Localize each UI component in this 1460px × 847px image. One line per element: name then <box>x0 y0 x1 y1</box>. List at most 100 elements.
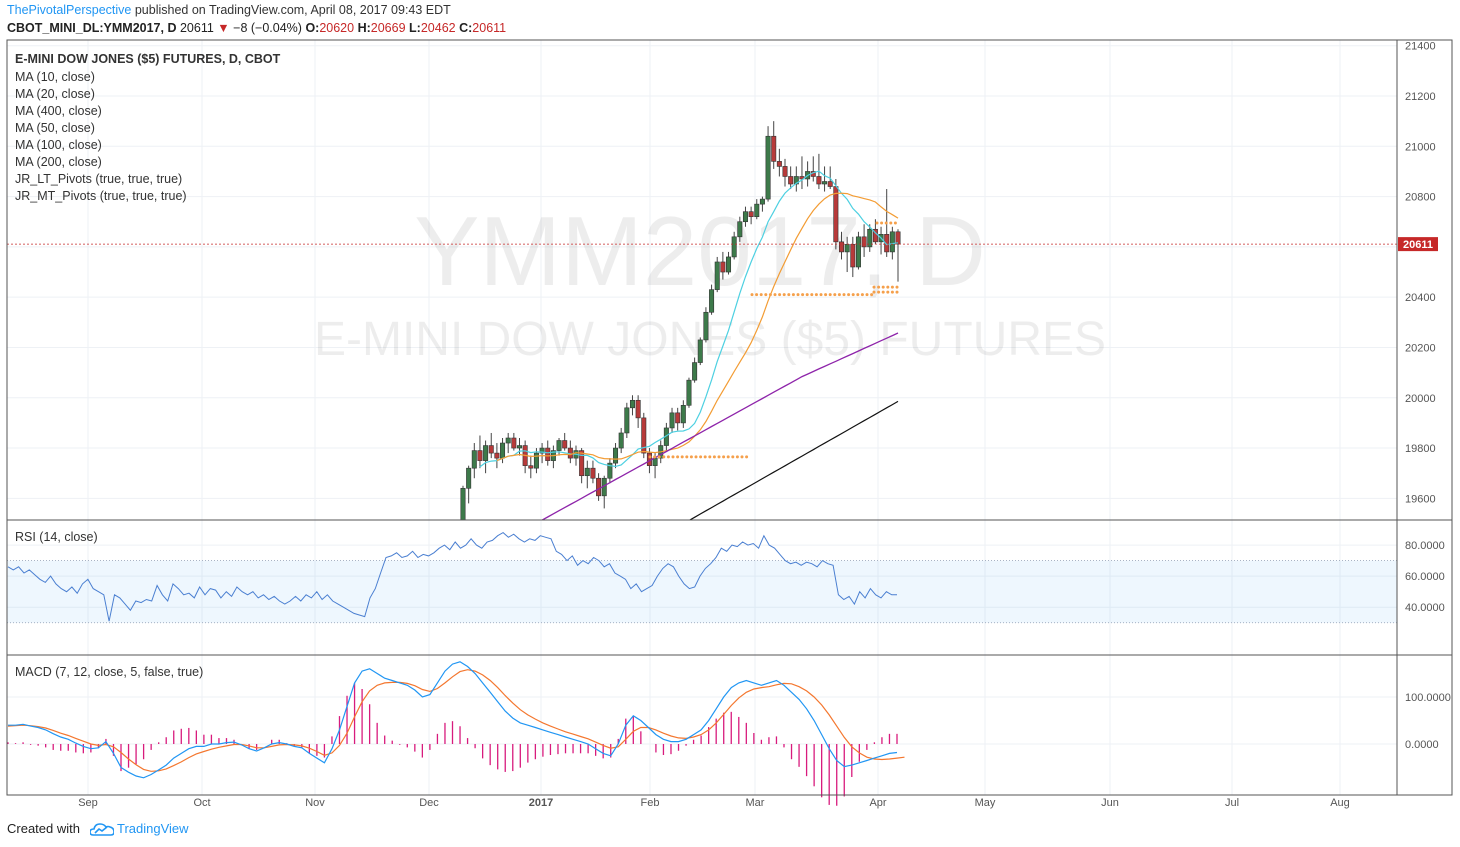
pivot-dot <box>735 455 739 459</box>
pivot-dot <box>889 221 893 225</box>
candle-body <box>488 445 494 454</box>
ma-10-line <box>479 170 899 468</box>
candle-body <box>731 236 737 258</box>
x-tick-label: Sep <box>78 797 98 809</box>
indicator-label-4[interactable]: MA (100, close) <box>15 138 102 152</box>
close-value: 20611 <box>472 21 507 35</box>
pivot-dot <box>740 455 744 459</box>
high-value: 20669 <box>370 21 406 35</box>
pivot-dot <box>782 293 786 297</box>
candle-body <box>483 445 489 461</box>
candle-body <box>771 135 777 162</box>
pivot-dot <box>886 285 890 289</box>
pivot-dot <box>717 455 721 459</box>
indicator-label-7[interactable]: JR_MT_Pivots (true, true, true) <box>15 189 187 203</box>
candle-body <box>477 450 483 461</box>
candle-body <box>720 261 726 273</box>
candle-body <box>629 399 635 409</box>
indicator-label-0[interactable]: MA (10, close) <box>15 70 95 84</box>
tradingview-brand-link[interactable]: TradingView <box>117 821 189 836</box>
rsi-line <box>7 531 897 622</box>
pivot-dot <box>666 455 670 459</box>
x-tick-label: 2017 <box>529 797 553 809</box>
indicator-label-1[interactable]: MA (20, close) <box>15 87 95 101</box>
candle-body <box>726 256 732 273</box>
rsi-tick-label: 40.0000 <box>1405 602 1445 614</box>
price-tick-label: 19600 <box>1405 493 1436 505</box>
candle-body <box>584 467 590 477</box>
x-tick-label: May <box>975 797 996 809</box>
x-tick-label: Apr <box>869 797 886 809</box>
pivot-dot <box>801 293 805 297</box>
x-tick-label: Jun <box>1101 797 1119 809</box>
candle-body <box>686 379 692 406</box>
symbol-name: CBOT_MINI_DL:YMM2017, D <box>7 21 177 35</box>
candle-body <box>500 442 506 459</box>
pivot-dot <box>791 293 795 297</box>
indicator-label-6[interactable]: JR_LT_Pivots (true, true, true) <box>15 172 183 186</box>
pivot-dot <box>722 455 726 459</box>
candle-body <box>624 407 630 434</box>
pivot-dot <box>703 455 707 459</box>
candle-body <box>850 244 856 268</box>
candle-body <box>816 176 822 185</box>
low-value: 20462 <box>420 21 456 35</box>
symbol-info: CBOT_MINI_DL:YMM2017, D 20611 ▼ −8 (−0.0… <box>7 21 506 35</box>
pivot-dot <box>759 293 763 297</box>
macd-signal-line <box>7 669 905 772</box>
watermark-symbol: YMM2017, D <box>414 196 986 306</box>
pivot-dot <box>865 293 869 297</box>
candle-body <box>528 465 534 469</box>
down-arrow-icon: ▼ <box>217 21 230 35</box>
candle-body <box>759 198 765 205</box>
candle-body <box>889 231 895 253</box>
candle-body <box>539 447 545 454</box>
candle-body <box>556 440 562 451</box>
pivot-dot <box>877 285 881 289</box>
pivot-dot <box>842 293 846 297</box>
last-price: 20611 <box>179 21 214 35</box>
rsi-tick-label: 60.0000 <box>1405 571 1445 583</box>
macd-tick-label: 100.0000 <box>1405 692 1451 704</box>
open-value: 20620 <box>319 21 355 35</box>
pivot-dot <box>768 293 772 297</box>
x-tick-label: Dec <box>419 797 439 809</box>
pivot-dot <box>819 293 823 297</box>
pivot-dot <box>884 221 888 225</box>
ma-200-line <box>688 400 899 520</box>
indicator-label-3[interactable]: MA (50, close) <box>15 121 95 135</box>
candle-body <box>562 440 568 449</box>
x-tick-label: Oct <box>193 797 210 809</box>
pivot-dot <box>814 293 818 297</box>
pivot-dot <box>870 293 874 297</box>
pivot-dot <box>860 293 864 297</box>
pivot-dot <box>810 293 814 297</box>
candle-body <box>533 452 539 469</box>
price-tick-label: 20800 <box>1405 192 1436 204</box>
pivot-dot <box>708 455 712 459</box>
candle-body <box>460 487 466 520</box>
candle-body <box>748 211 754 218</box>
ma-50-line <box>540 332 899 520</box>
candle-body <box>737 221 743 238</box>
pivot-dot <box>750 293 754 297</box>
candle-body <box>895 231 901 245</box>
candle-body <box>782 166 788 177</box>
pivot-dot <box>895 285 899 289</box>
footer: Created with TradingView <box>7 821 189 839</box>
indicator-label-2[interactable]: MA (400, close) <box>15 104 102 118</box>
tradingview-logo-icon[interactable] <box>88 822 115 839</box>
candle-body <box>590 467 596 479</box>
pivot-dot <box>773 293 777 297</box>
pivot-dot <box>796 293 800 297</box>
author-link[interactable]: ThePivotalPerspective <box>7 3 132 17</box>
high-label: H: <box>357 21 371 35</box>
candle-body <box>545 447 551 461</box>
indicator-label-5[interactable]: MA (200, close) <box>15 155 102 169</box>
pivot-dot <box>856 293 860 297</box>
pivot-dot <box>653 455 657 459</box>
price-tick-label: 19800 <box>1405 443 1436 455</box>
candle-body <box>494 452 500 459</box>
pivot-dot <box>890 290 894 294</box>
